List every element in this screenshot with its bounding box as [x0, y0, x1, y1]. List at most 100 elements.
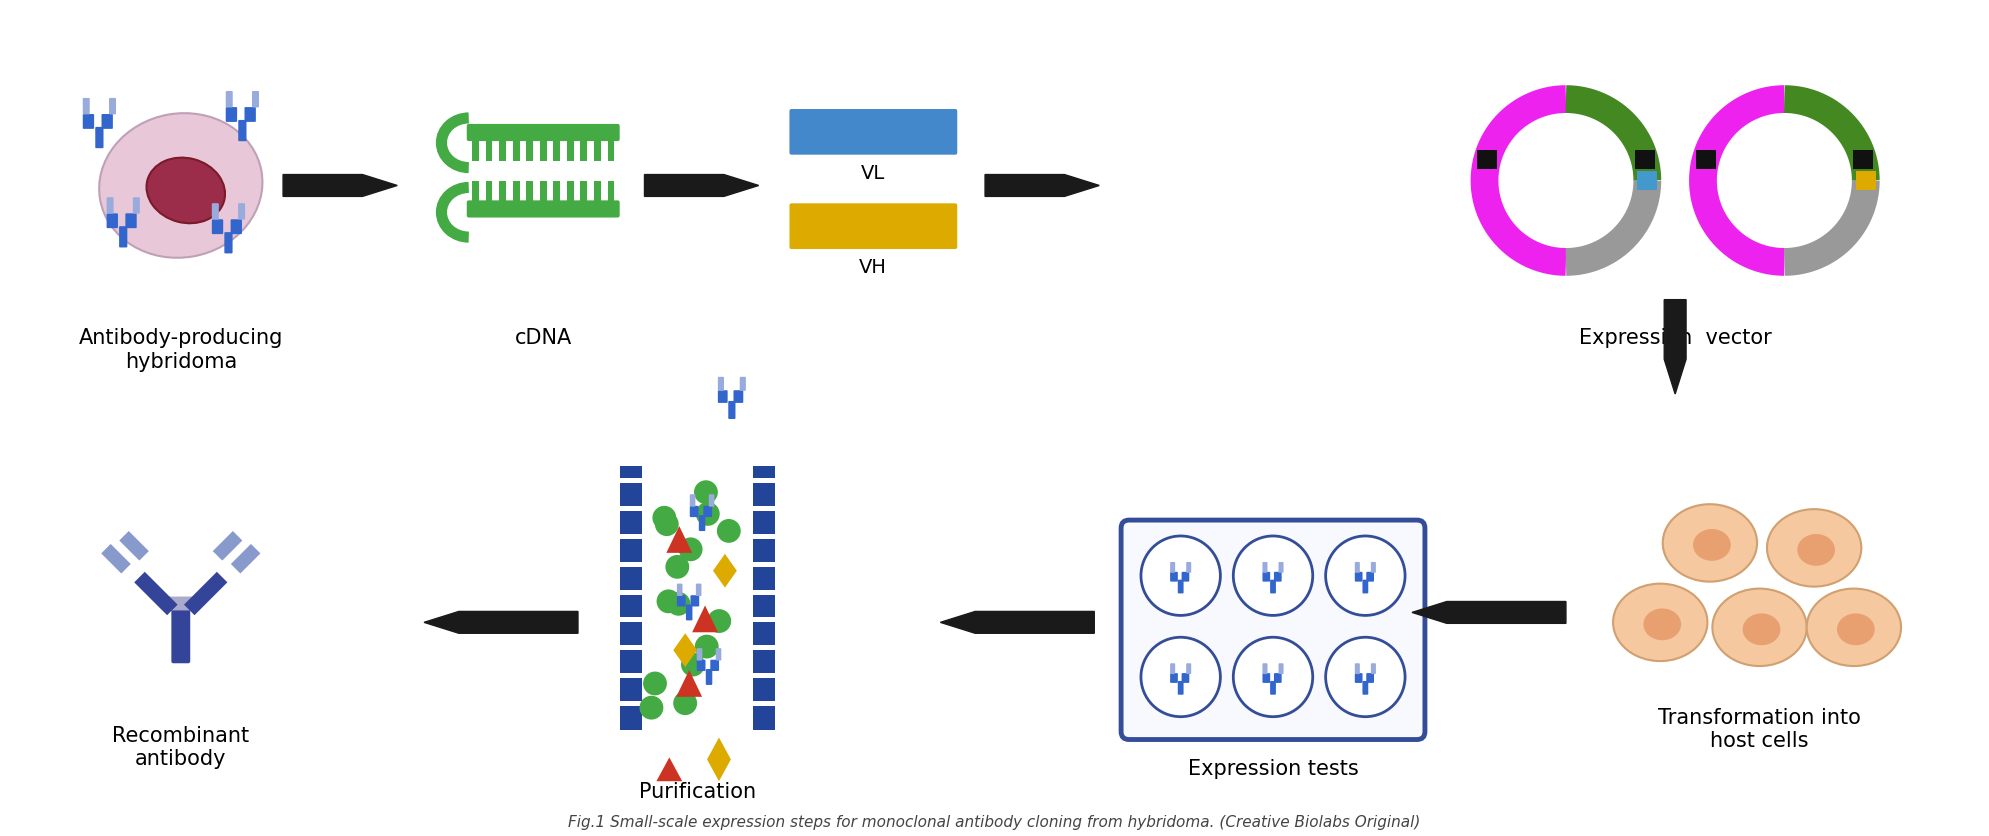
Circle shape [656, 589, 680, 614]
Ellipse shape [1713, 589, 1806, 666]
Ellipse shape [1742, 614, 1780, 645]
Circle shape [680, 653, 704, 676]
FancyBboxPatch shape [690, 595, 700, 607]
FancyBboxPatch shape [1181, 572, 1189, 582]
FancyBboxPatch shape [125, 214, 137, 229]
FancyArrow shape [1412, 602, 1565, 624]
FancyBboxPatch shape [1355, 563, 1360, 573]
FancyBboxPatch shape [1181, 673, 1189, 683]
FancyBboxPatch shape [225, 233, 233, 254]
FancyBboxPatch shape [245, 108, 257, 123]
Bar [621, 673, 642, 678]
Bar [539, 181, 547, 203]
Circle shape [1233, 537, 1313, 615]
FancyBboxPatch shape [95, 128, 103, 149]
Bar [595, 140, 601, 161]
Bar [621, 507, 642, 512]
Circle shape [672, 691, 696, 716]
Circle shape [694, 481, 718, 504]
FancyBboxPatch shape [213, 204, 219, 221]
FancyBboxPatch shape [1279, 664, 1283, 675]
Bar [513, 140, 519, 161]
Bar [621, 618, 642, 623]
Bar [621, 479, 642, 484]
Circle shape [1142, 537, 1221, 615]
Circle shape [708, 609, 732, 633]
Circle shape [1142, 638, 1221, 716]
FancyBboxPatch shape [225, 108, 237, 123]
Ellipse shape [1663, 505, 1756, 582]
FancyBboxPatch shape [1263, 572, 1271, 582]
Bar [752, 590, 774, 595]
Text: Antibody-producing
hybridoma: Antibody-producing hybridoma [80, 328, 282, 371]
FancyBboxPatch shape [101, 115, 113, 130]
FancyBboxPatch shape [1170, 664, 1175, 675]
FancyBboxPatch shape [1362, 580, 1368, 594]
FancyBboxPatch shape [1170, 563, 1175, 573]
FancyBboxPatch shape [686, 604, 692, 620]
Bar [471, 181, 479, 203]
FancyBboxPatch shape [239, 204, 245, 221]
FancyBboxPatch shape [706, 670, 712, 686]
Circle shape [1233, 638, 1313, 716]
FancyBboxPatch shape [1355, 673, 1362, 683]
FancyBboxPatch shape [698, 516, 706, 532]
Bar [527, 140, 533, 161]
Ellipse shape [1613, 584, 1707, 661]
FancyBboxPatch shape [1273, 572, 1281, 582]
Polygon shape [231, 544, 261, 573]
Circle shape [1325, 638, 1404, 716]
Bar [595, 181, 601, 203]
Polygon shape [692, 606, 718, 633]
Text: Purification: Purification [638, 782, 756, 801]
Polygon shape [185, 572, 227, 615]
FancyBboxPatch shape [716, 649, 722, 660]
Polygon shape [119, 532, 149, 561]
FancyBboxPatch shape [690, 495, 696, 507]
FancyBboxPatch shape [119, 227, 127, 248]
Text: Transformation into
host cells: Transformation into host cells [1659, 707, 1862, 750]
FancyBboxPatch shape [165, 597, 197, 611]
FancyBboxPatch shape [696, 660, 706, 671]
Bar [621, 467, 642, 730]
Circle shape [1325, 537, 1404, 615]
Ellipse shape [1693, 529, 1730, 561]
FancyBboxPatch shape [133, 198, 139, 214]
Bar [567, 181, 573, 203]
FancyBboxPatch shape [1366, 572, 1374, 582]
Text: VL: VL [861, 163, 885, 182]
Bar [527, 181, 533, 203]
Polygon shape [666, 527, 692, 553]
Bar [1635, 150, 1655, 171]
FancyBboxPatch shape [790, 204, 957, 250]
Bar [752, 701, 774, 706]
Bar [539, 140, 547, 161]
FancyBboxPatch shape [84, 99, 90, 115]
FancyBboxPatch shape [231, 220, 243, 235]
Bar [553, 140, 561, 161]
FancyBboxPatch shape [1271, 681, 1275, 695]
Circle shape [640, 696, 664, 720]
FancyBboxPatch shape [225, 92, 233, 109]
Bar [607, 140, 615, 161]
Bar [471, 140, 479, 161]
Circle shape [642, 672, 666, 696]
FancyBboxPatch shape [734, 390, 744, 404]
Circle shape [666, 592, 690, 616]
Ellipse shape [147, 158, 225, 224]
FancyBboxPatch shape [1263, 664, 1267, 675]
Bar [1637, 171, 1657, 191]
FancyArrow shape [985, 176, 1100, 197]
Bar [1854, 150, 1874, 171]
Bar [752, 467, 774, 730]
Circle shape [654, 512, 678, 537]
Bar [485, 181, 493, 203]
Polygon shape [706, 737, 730, 782]
FancyBboxPatch shape [718, 390, 728, 404]
FancyBboxPatch shape [1263, 673, 1271, 683]
FancyBboxPatch shape [1273, 673, 1281, 683]
FancyBboxPatch shape [1122, 521, 1424, 740]
FancyBboxPatch shape [1177, 681, 1183, 695]
FancyBboxPatch shape [1170, 572, 1177, 582]
Bar [1856, 171, 1876, 191]
